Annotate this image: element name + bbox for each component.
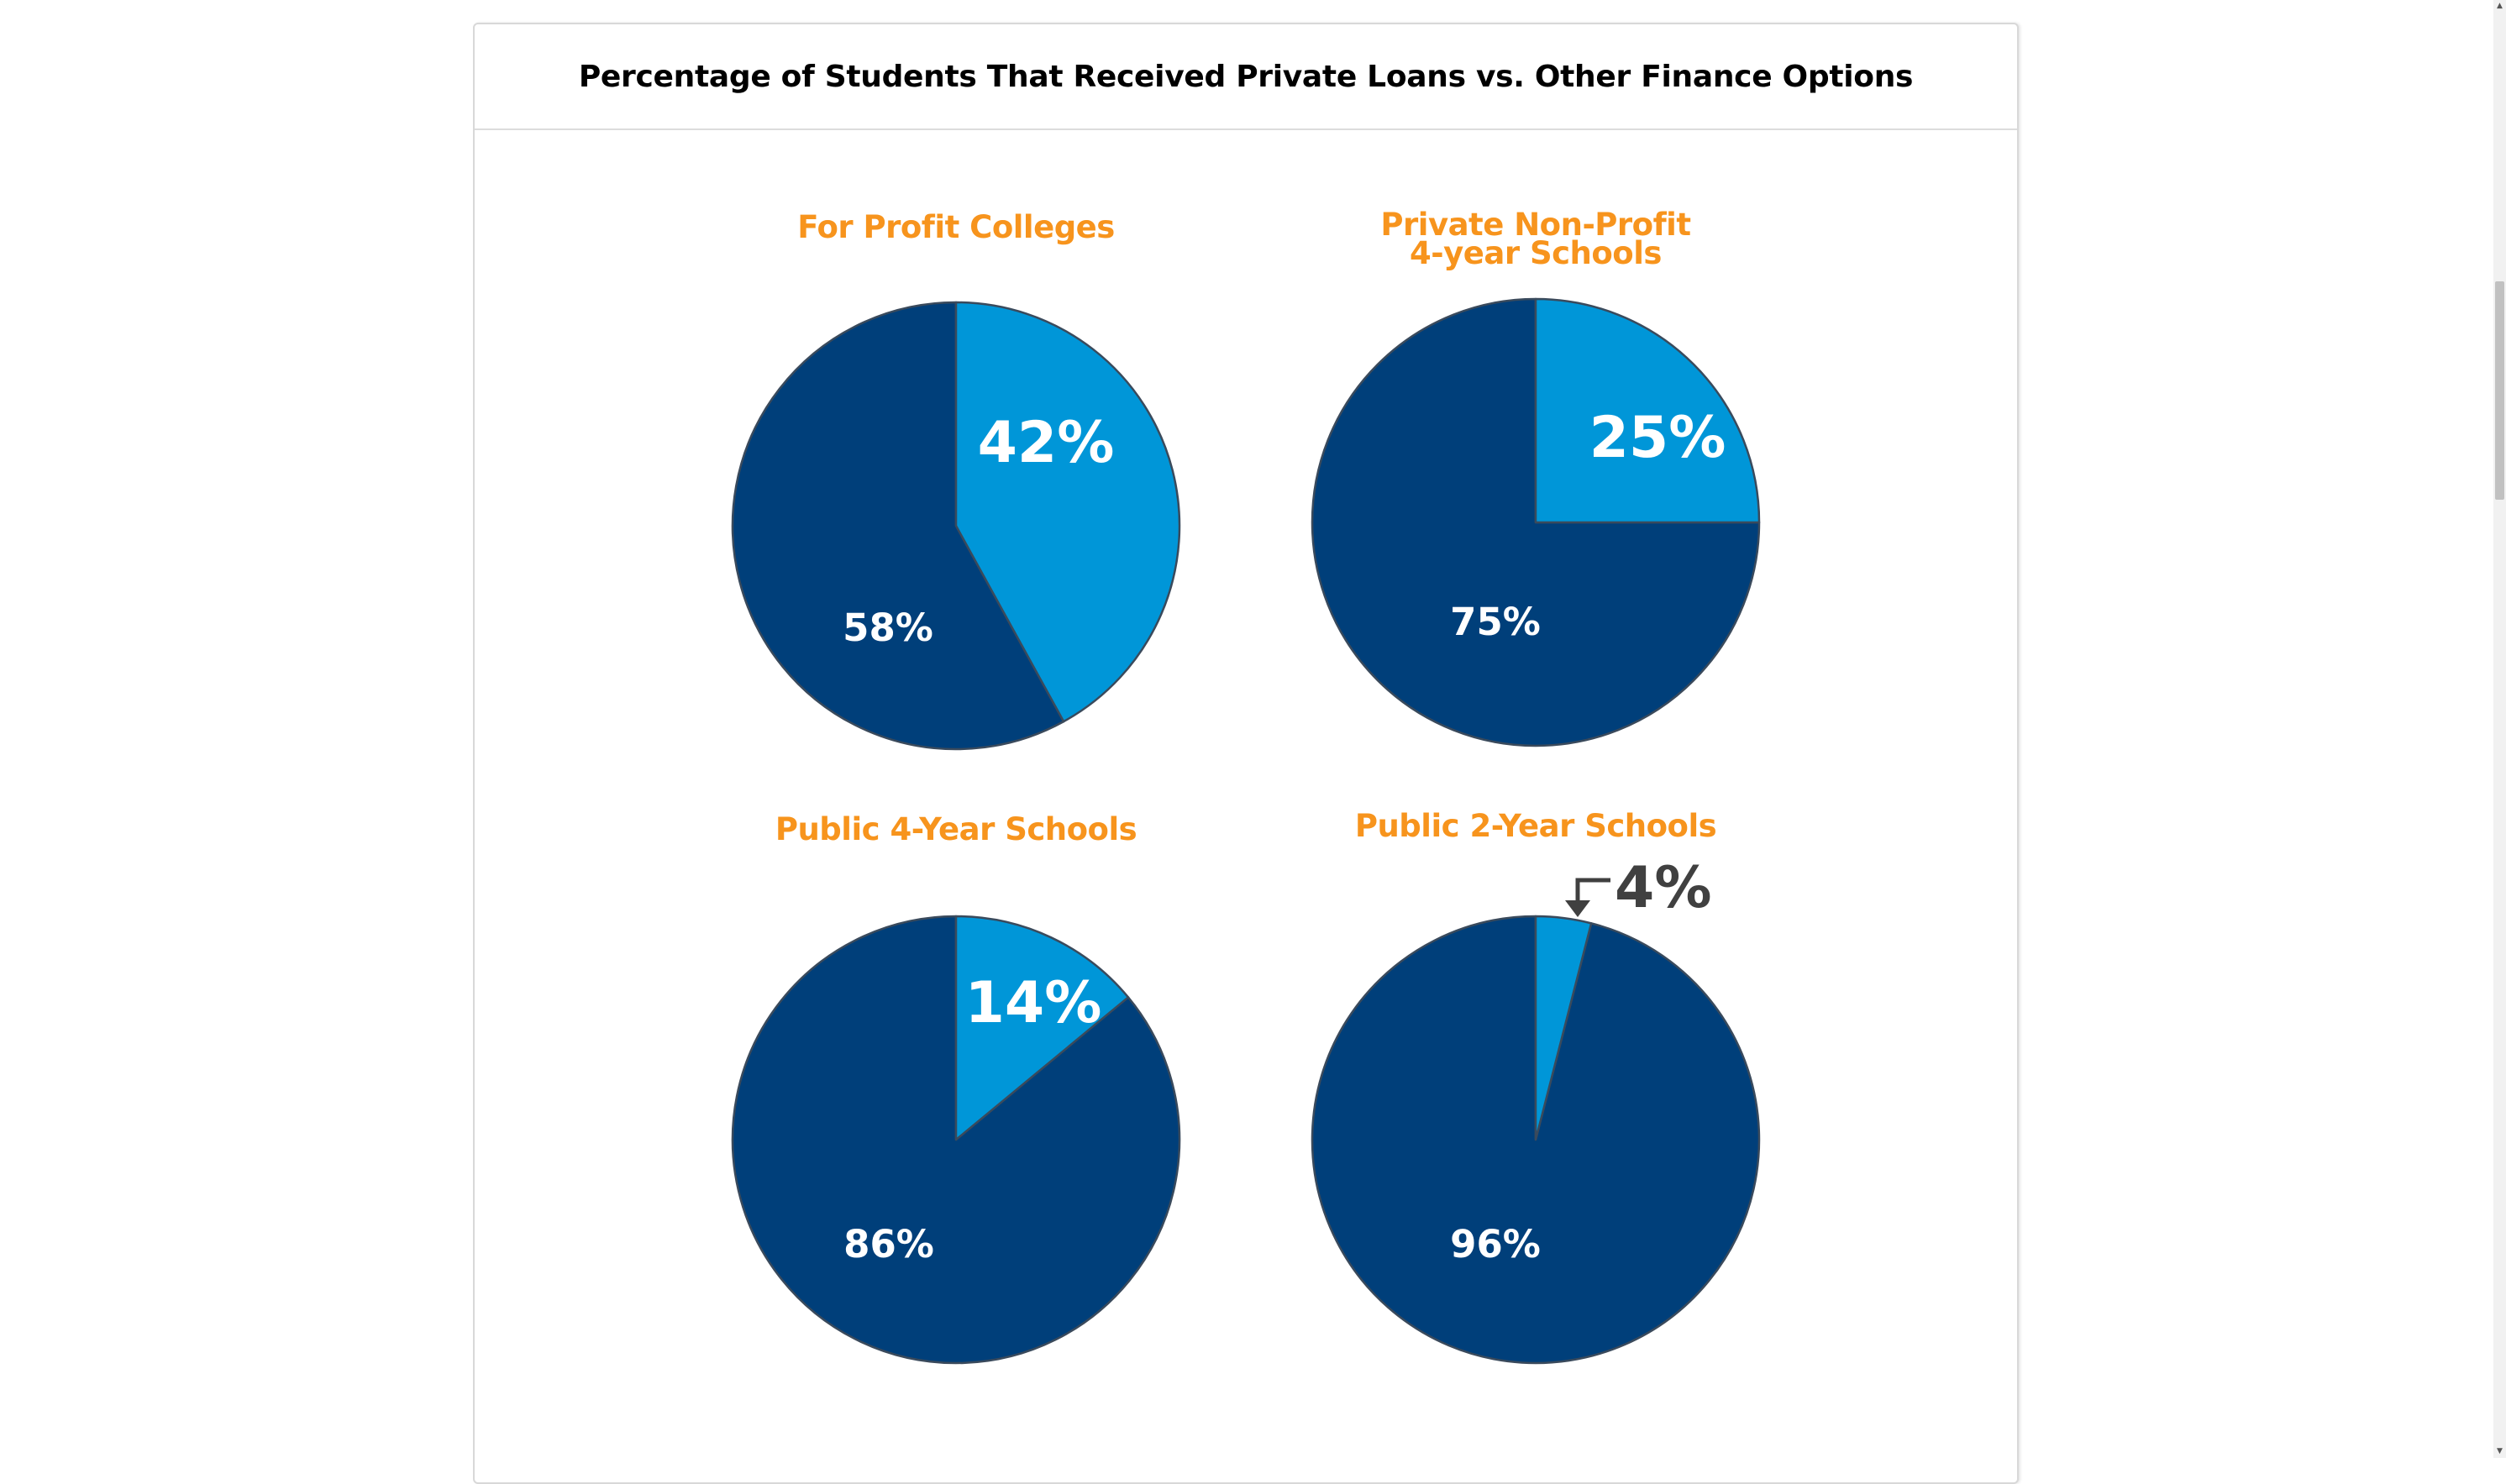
pie-1-label-private-loans: 42% [978, 410, 1115, 476]
pie-4-callout-label: 4% [1615, 855, 1711, 921]
pie-2-slice-private-loans [1534, 297, 1761, 524]
pie-4-label-other-options: 96% [1450, 1222, 1541, 1266]
callout-arrow-icon [1565, 900, 1590, 917]
pie-title-4: Public 2-Year Schools [1355, 808, 1716, 844]
vertical-scrollbar[interactable]: ▲ ▼ [2493, 0, 2506, 1458]
pie-title-1: For Profit Colleges [797, 209, 1115, 245]
chart-card: Percentage of Students That Received Pri… [473, 23, 2019, 1484]
pie-title-2-line-1: Private Non-Profit [1380, 207, 1690, 243]
card-header: Percentage of Students That Received Pri… [475, 24, 2017, 130]
pie-3-label-private-loans: 14% [965, 970, 1102, 1036]
scroll-up-icon[interactable]: ▲ [2497, 2, 2503, 10]
scroll-thumb[interactable] [2495, 281, 2504, 500]
pie-4-slice-private-loans [1534, 915, 1593, 1141]
pie-3-label-other-options: 86% [843, 1222, 934, 1266]
scroll-down-icon[interactable]: ▼ [2497, 1447, 2503, 1455]
chart-title: Percentage of Students That Received Pri… [578, 60, 1914, 94]
pie-2-label-other-options: 75% [1450, 600, 1541, 644]
callout-arrow-line [1575, 878, 1610, 907]
pie-1-label-other-options: 58% [843, 606, 933, 650]
pie-2-label-private-loans: 25% [1589, 405, 1726, 471]
pie-3-slice-private-loans [954, 915, 1130, 1141]
pie-1-slice-private-loans [954, 301, 1181, 723]
pie-1-slice-other-options [731, 301, 1065, 751]
pie-title-2-line-2: 4-year Schools [1410, 235, 1662, 271]
pie-title-3: Public 4-Year Schools [775, 811, 1137, 847]
